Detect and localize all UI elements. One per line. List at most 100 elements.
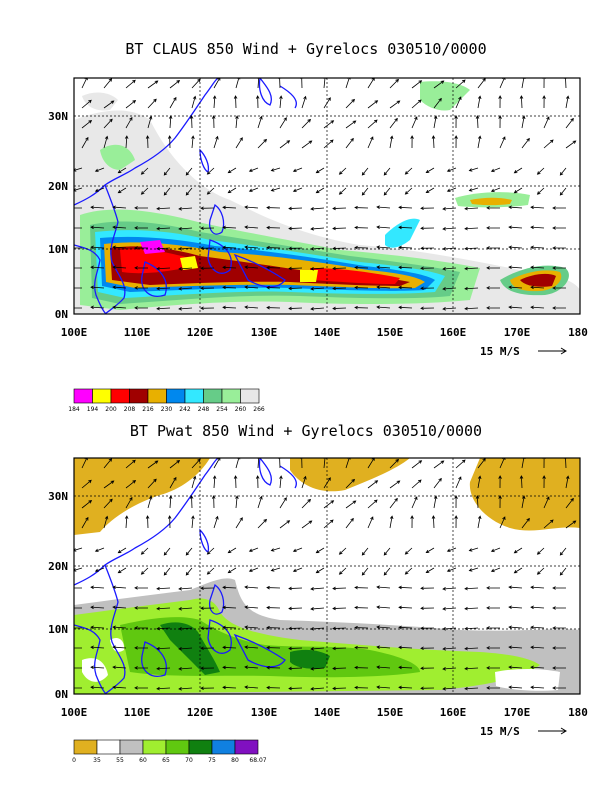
colorbar-swatch [240, 388, 260, 404]
wind-vector [266, 665, 281, 670]
wind-vector [178, 647, 193, 651]
wind-vector [222, 265, 237, 270]
wind-vector [156, 266, 171, 271]
panel-2-title: BT Pwat 850 Wind + Gyrelocs 030510/0000 [129, 422, 483, 440]
wind-vector [279, 95, 283, 109]
wind-vector [433, 115, 438, 129]
colorbar-label: 254 [216, 406, 228, 413]
wind-vector [279, 117, 287, 129]
wind-vector [519, 475, 524, 489]
wind-vector [433, 460, 445, 469]
wind-vector [543, 139, 554, 149]
wind-vector [442, 307, 457, 311]
wind-vector [90, 665, 105, 670]
wind-vector [288, 626, 303, 631]
wind-vector [420, 586, 435, 591]
colorbar-swatch [129, 388, 149, 404]
wind-vector [288, 686, 303, 691]
map-panel-2 [73, 457, 581, 695]
wind-vector [530, 305, 545, 310]
wind-vector [124, 135, 129, 149]
wind-vector [266, 265, 281, 270]
map-panel-1 [73, 77, 581, 315]
wind-vector [74, 167, 83, 172]
wind-vector [354, 585, 369, 590]
colorbar-swatch [184, 388, 204, 404]
wind-vector [442, 647, 457, 651]
wind-vector [442, 247, 457, 251]
colorbar-swatch [188, 739, 213, 755]
wind-vector [464, 266, 479, 271]
wind-vector [411, 496, 418, 509]
wind-vector [156, 286, 171, 291]
wind-vector [235, 137, 243, 149]
wind-vector [420, 206, 435, 211]
wind-vector [266, 225, 281, 230]
wind-vector [442, 667, 457, 671]
wind-vector [398, 585, 413, 590]
wind-vector [90, 645, 105, 650]
wind-vector [376, 245, 391, 249]
wind-vector [310, 687, 325, 691]
wind-vector [74, 607, 82, 609]
wind-vector [442, 227, 457, 231]
y-tick-label: 20N [48, 560, 68, 573]
wind-vector [74, 627, 82, 629]
wind-vector [332, 266, 347, 271]
wind-vector [112, 605, 127, 610]
wind-vector [354, 245, 369, 250]
wind-vector [389, 458, 400, 469]
wind-vector [345, 98, 356, 109]
wind-vector [420, 286, 435, 291]
wind-vector [361, 567, 369, 576]
x-tick-label: 140E [314, 326, 341, 339]
wind-vector [235, 517, 243, 529]
wind-vector [442, 627, 457, 631]
wind-vector [103, 515, 109, 529]
wind-vector [367, 78, 375, 89]
wind-vector [244, 665, 259, 669]
wind-vector [411, 116, 418, 129]
wind-vector [315, 547, 325, 554]
wind-vector [508, 665, 523, 670]
wind-vector [200, 646, 215, 651]
wind-vector [200, 246, 215, 251]
gridlines-panel-2 [74, 458, 580, 694]
wind-vector [103, 100, 115, 109]
reference-vector-label: 15 M/S [480, 725, 520, 738]
wind-vector [288, 246, 303, 251]
wind-vector [354, 265, 369, 270]
wind-vector [178, 627, 193, 631]
wind-vector [486, 686, 501, 690]
wind-vector [354, 205, 369, 210]
wind-vector [543, 496, 550, 509]
wind-vector [464, 686, 479, 691]
wind-vector [332, 666, 347, 671]
wind-vector [455, 96, 462, 109]
x-tick-label: 180 [568, 326, 588, 339]
wind-vector [134, 586, 149, 590]
wind-vector [398, 685, 413, 690]
wind-vector [389, 100, 401, 109]
wind-vector [156, 206, 171, 211]
wind-vector [191, 135, 195, 149]
wind-vector [513, 567, 523, 574]
wind-vector [486, 206, 501, 210]
wind-vector [542, 458, 546, 469]
wind-vector [389, 480, 401, 489]
wind-vector [222, 685, 237, 690]
wind-vector [420, 646, 435, 651]
colorbar-label: 266 [253, 406, 265, 413]
wind-vector [163, 567, 171, 576]
wind-vector [169, 80, 181, 89]
wind-vector [125, 100, 137, 109]
wind-vector [200, 686, 215, 691]
colorbar-swatch [73, 388, 93, 404]
wind-vector [200, 626, 215, 631]
wind-vector [310, 287, 325, 291]
wind-vector [292, 167, 303, 173]
wind-vector [490, 187, 501, 193]
wind-vector [134, 626, 149, 630]
wind-vector [189, 115, 194, 129]
wind-vector [338, 187, 347, 195]
